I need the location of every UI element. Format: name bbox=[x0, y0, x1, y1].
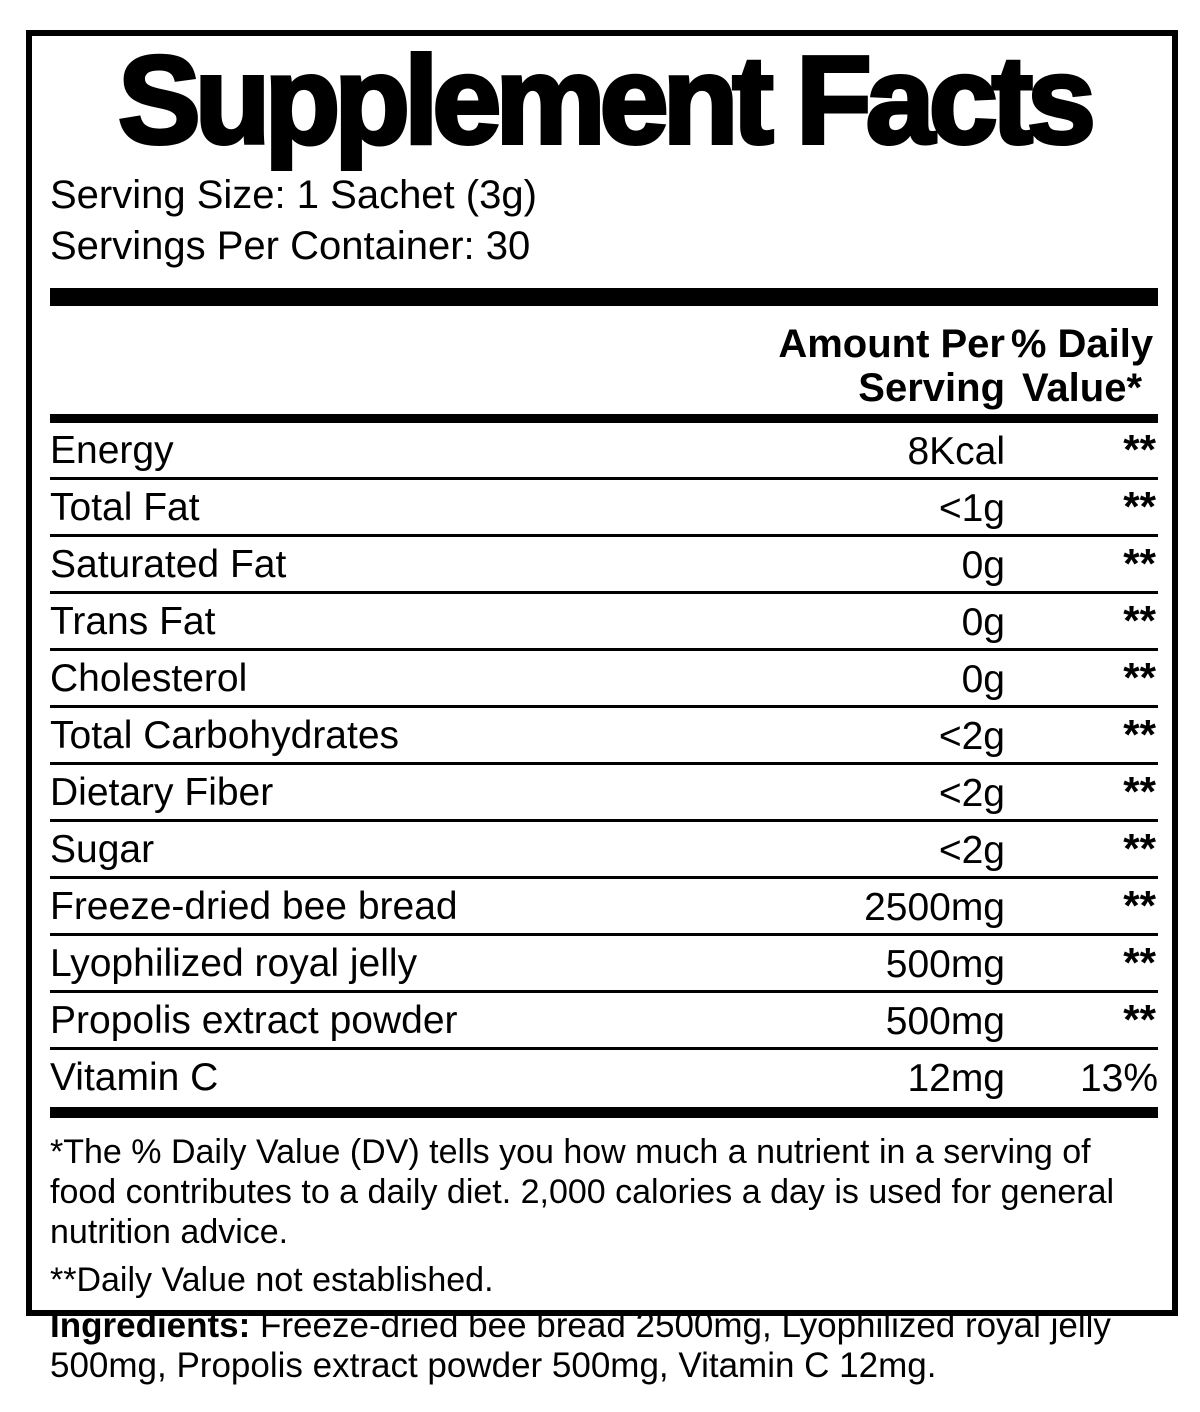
footnotes: *The % Daily Value (DV) tells you how mu… bbox=[50, 1132, 1158, 1300]
servings-per-container: Servings Per Container: 30 bbox=[50, 224, 531, 268]
nutrient-dv: ** bbox=[1123, 654, 1156, 701]
thick-divider-top bbox=[50, 288, 1158, 306]
column-headers: Amount Per Serving % Daily Value* bbox=[50, 322, 1158, 410]
nutrient-amount: 0g bbox=[961, 544, 1005, 587]
nutrient-dv: ** bbox=[1123, 540, 1156, 587]
nutrient-name: Energy bbox=[50, 429, 174, 472]
nutrient-dv: 13% bbox=[1079, 1057, 1158, 1100]
ingredients-text: Freeze-dried bee bread 2500mg, Lyophiliz… bbox=[50, 1306, 1111, 1385]
serving-info: Serving Size: 1 Sachet (3g) Servings Per… bbox=[50, 170, 1158, 272]
serving-size: Serving Size: 1 Sachet (3g) bbox=[50, 173, 537, 217]
thick-divider-header bbox=[50, 414, 1158, 423]
nutrient-amount: 2500mg bbox=[864, 886, 1005, 929]
table-row-royal-jelly: Lyophilized royal jelly 500mg ** bbox=[50, 936, 1158, 993]
nutrient-amount: <2g bbox=[938, 715, 1005, 758]
nutrient-name: Vitamin C bbox=[50, 1056, 219, 1099]
nutrient-dv: ** bbox=[1123, 996, 1156, 1043]
panel-title: Supplement Facts bbox=[116, 32, 1098, 170]
table-row-energy: Energy 8Kcal ** bbox=[50, 423, 1158, 480]
table-row-dietary-fiber: Dietary Fiber <2g ** bbox=[50, 765, 1158, 822]
nutrient-amount: <1g bbox=[938, 487, 1005, 530]
nutrient-amount: 0g bbox=[961, 658, 1005, 701]
nutrient-dv: ** bbox=[1123, 711, 1156, 758]
nutrient-name: Total Carbohydrates bbox=[50, 714, 400, 757]
nutrient-amount: 0g bbox=[961, 601, 1005, 644]
facts-panel: Supplement Facts Serving Size: 1 Sachet … bbox=[26, 30, 1178, 1316]
nutrient-name: Sugar bbox=[50, 828, 155, 871]
ingredients-label: Ingredients: bbox=[50, 1306, 251, 1345]
nutrient-amount: 500mg bbox=[885, 943, 1005, 986]
nutrient-name: Freeze-dried bee bread bbox=[50, 885, 458, 928]
nutrient-dv: ** bbox=[1123, 939, 1156, 986]
nutrient-dv: ** bbox=[1123, 768, 1156, 815]
table-row-saturated-fat: Saturated Fat 0g ** bbox=[50, 537, 1158, 594]
table-row-trans-fat: Trans Fat 0g ** bbox=[50, 594, 1158, 651]
table-row-propolis: Propolis extract powder 500mg ** bbox=[50, 993, 1158, 1050]
daily-value-footnote: *The % Daily Value (DV) tells you how mu… bbox=[50, 1133, 1115, 1251]
nutrient-amount: <2g bbox=[938, 829, 1005, 872]
table-row-sugar: Sugar <2g ** bbox=[50, 822, 1158, 879]
nutrient-dv: ** bbox=[1123, 825, 1156, 872]
nutrient-amount: 8Kcal bbox=[907, 430, 1005, 473]
nutrient-name: Saturated Fat bbox=[50, 543, 287, 586]
nutrient-name: Trans Fat bbox=[50, 600, 216, 643]
nutrient-dv: ** bbox=[1123, 882, 1156, 929]
nutrient-name: Propolis extract powder bbox=[50, 999, 458, 1042]
amount-per-serving-header: Amount Per Serving bbox=[778, 322, 1005, 410]
nutrient-name: Cholesterol bbox=[50, 657, 248, 700]
thick-divider-bottom bbox=[50, 1107, 1158, 1118]
nutrient-dv: ** bbox=[1123, 597, 1156, 644]
table-row-total-fat: Total Fat <1g ** bbox=[50, 480, 1158, 537]
nutrient-name: Dietary Fiber bbox=[50, 771, 274, 814]
nutrient-amount: <2g bbox=[938, 772, 1005, 815]
nutrient-name: Lyophilized royal jelly bbox=[50, 942, 418, 985]
table-row-bee-bread: Freeze-dried bee bread 2500mg ** bbox=[50, 879, 1158, 936]
nutrient-dv: ** bbox=[1123, 483, 1156, 530]
nutrient-amount: 500mg bbox=[885, 1000, 1005, 1043]
nutrient-dv: ** bbox=[1123, 426, 1156, 473]
table-row-cholesterol: Cholesterol 0g ** bbox=[50, 651, 1158, 708]
nutrient-table: Energy 8Kcal ** Total Fat <1g ** Saturat… bbox=[50, 423, 1158, 1107]
ingredients-statement: Ingredients: Freeze-dried bee bread 2500… bbox=[50, 1306, 1160, 1386]
table-row-vitamin-c: Vitamin C 12mg 13% bbox=[50, 1050, 1158, 1107]
table-row-total-carbohydrates: Total Carbohydrates <2g ** bbox=[50, 708, 1158, 765]
nutrient-amount: 12mg bbox=[907, 1057, 1005, 1100]
nutrient-name: Total Fat bbox=[50, 486, 200, 529]
not-established-footnote: **Daily Value not established. bbox=[50, 1261, 494, 1299]
daily-value-header: % Daily Value* bbox=[1010, 322, 1154, 410]
